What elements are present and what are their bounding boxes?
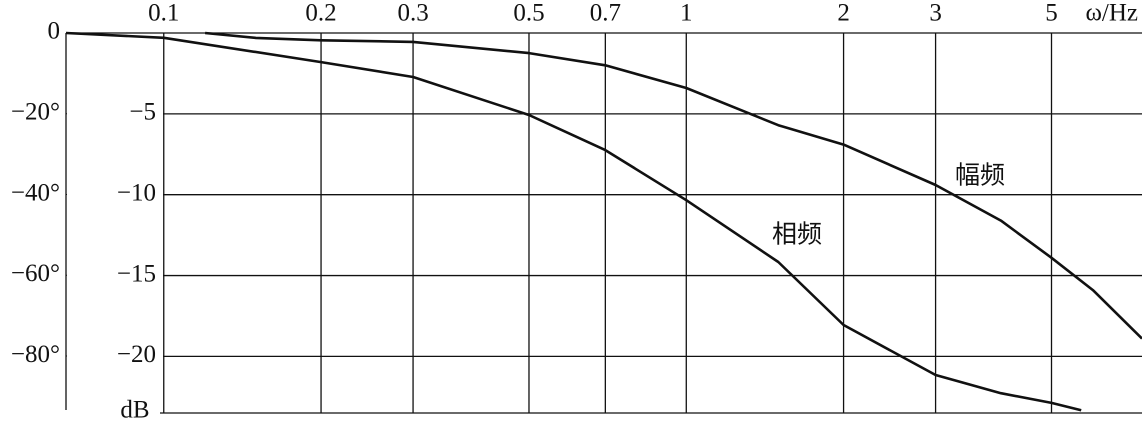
y2-tick-label: −80° (11, 341, 60, 368)
y-tick-label: −5 (129, 99, 156, 126)
x-tick-label: 3 (929, 0, 942, 27)
x-tick-label: 2 (837, 0, 850, 27)
series-label: 相频 (772, 221, 822, 249)
y2-tick-label: −60° (11, 260, 60, 287)
x-tick-label: 0.7 (590, 0, 621, 27)
y2-tick-label: −20° (11, 98, 60, 125)
x-tick-label: 5 (1045, 0, 1058, 27)
x-tick-label: 0.5 (513, 0, 544, 27)
x-tick-label: 0.1 (148, 0, 179, 27)
line-series (204, 31, 1142, 340)
y-tick-label: −20 (117, 341, 156, 368)
line-series (65, 31, 1082, 412)
y2-tick-label: −40° (11, 179, 60, 206)
y2-tick-label: 0 (48, 18, 61, 45)
x-tick-label: 0.2 (305, 0, 336, 27)
x-tick-label: 1 (680, 0, 693, 27)
series-label: 幅频 (955, 162, 1005, 190)
x-tick-label: 0.3 (397, 0, 428, 27)
y-tick-label: −10 (117, 179, 156, 206)
y-axis-label: dB (120, 397, 149, 424)
x-axis-label: ω/Hz (1085, 0, 1138, 27)
y-tick-label: −15 (117, 260, 156, 287)
